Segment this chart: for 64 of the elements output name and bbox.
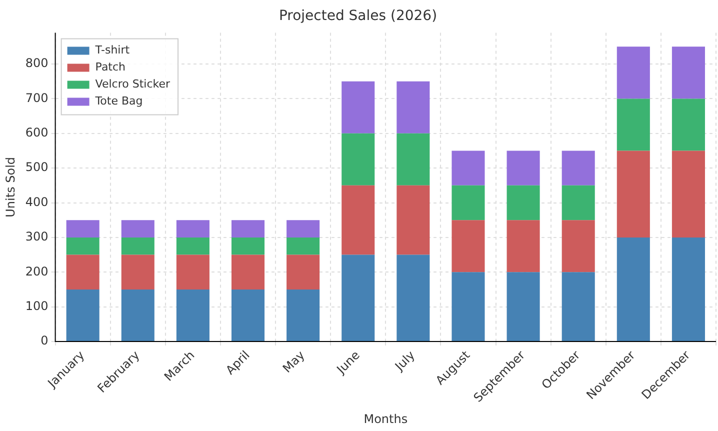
bar — [616, 98, 650, 151]
bar — [342, 133, 375, 186]
y-tick-label: 300 — [25, 230, 48, 244]
bar — [176, 289, 210, 342]
bar — [176, 237, 210, 255]
y-tick-label: 800 — [25, 56, 48, 70]
bar — [452, 220, 485, 272]
y-axis-title: Units Sold — [3, 156, 18, 218]
bar — [616, 46, 650, 99]
x-axis-title: Months — [364, 412, 408, 426]
bar — [286, 289, 320, 342]
bar — [672, 237, 705, 342]
bar — [66, 237, 100, 255]
bar — [506, 150, 540, 186]
bar — [672, 150, 705, 238]
y-tick-label: 600 — [25, 126, 48, 140]
bar — [342, 185, 375, 255]
bar — [176, 254, 210, 290]
legend-label: Patch — [95, 60, 126, 74]
bar — [452, 272, 485, 342]
bar — [562, 150, 595, 186]
bar — [121, 254, 154, 290]
y-tick-label: 200 — [25, 264, 48, 278]
legend-label: Velcro Sticker — [95, 78, 170, 91]
bar — [396, 81, 430, 134]
bar — [452, 150, 485, 186]
bar — [176, 220, 210, 238]
y-tick-label: 100 — [25, 298, 48, 313]
bar — [616, 150, 650, 238]
bar — [506, 185, 540, 220]
bar — [286, 237, 320, 255]
bar — [66, 220, 100, 238]
bar — [396, 185, 430, 255]
bar — [562, 272, 595, 342]
bar — [672, 98, 705, 151]
y-tick-label: 500 — [25, 160, 48, 174]
bar — [286, 220, 320, 238]
bar — [231, 289, 265, 342]
bar — [231, 220, 265, 238]
bar — [121, 220, 154, 238]
chart-title: Projected Sales (2026) — [278, 8, 438, 24]
bar — [121, 237, 154, 255]
y-tick-label: 0 — [40, 334, 48, 348]
bar — [562, 185, 595, 220]
bar — [342, 254, 375, 342]
bar — [396, 133, 430, 186]
bar — [66, 254, 100, 290]
bar — [121, 289, 154, 342]
y-tick-label: 700 — [25, 90, 48, 105]
bar — [452, 185, 485, 220]
bar — [562, 220, 595, 272]
bar — [231, 237, 265, 255]
bar — [616, 237, 650, 342]
legend-label: T-shirt — [94, 44, 130, 57]
legend-label: Tote Bag — [94, 94, 143, 108]
bar — [342, 81, 375, 134]
y-tick-label: 400 — [25, 194, 48, 209]
bar — [286, 254, 320, 290]
bar — [672, 46, 705, 99]
bar — [66, 289, 100, 342]
bar — [506, 220, 540, 272]
bar — [506, 272, 540, 342]
bar — [396, 254, 430, 342]
bar — [231, 254, 265, 290]
